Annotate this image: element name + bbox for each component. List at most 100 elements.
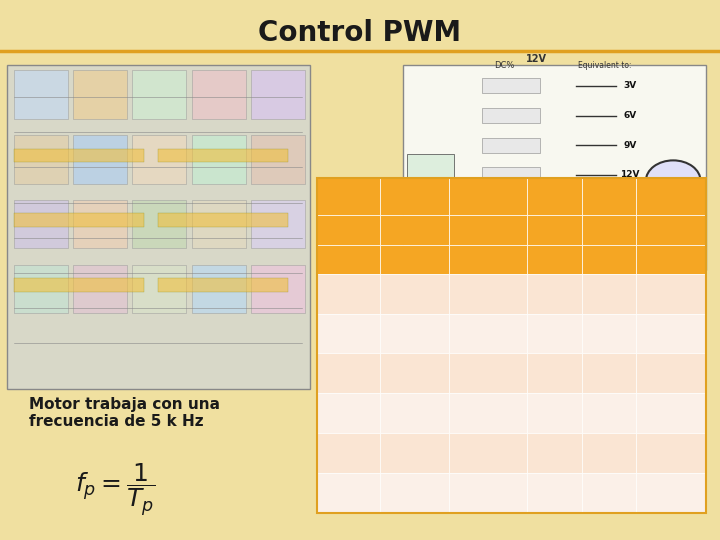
Text: $f_p = \dfrac{1}{T_p}$: $f_p = \dfrac{1}{T_p}$ [75, 462, 156, 518]
Bar [449, 433, 527, 473]
Bar [449, 178, 527, 215]
Bar [380, 245, 449, 274]
Text: Amp: Amp [595, 192, 623, 201]
Bar [251, 135, 305, 184]
Bar [527, 393, 582, 433]
Text: Volt: Volt [542, 192, 567, 201]
Bar [582, 473, 636, 513]
Text: % Duty: % Duty [649, 192, 693, 201]
Text: 20%: 20% [657, 367, 685, 380]
Bar [636, 215, 706, 245]
Bar [380, 178, 449, 215]
Bar [380, 314, 449, 353]
Bar [582, 178, 636, 215]
Text: 5k: 5k [341, 327, 356, 340]
Text: M: M [667, 176, 679, 186]
Text: 10: 10 [601, 407, 617, 420]
Bar [14, 265, 68, 313]
Bar [317, 353, 380, 393]
Bar [158, 148, 288, 162]
Bar [636, 433, 706, 473]
Text: 0%: 0% [661, 287, 681, 300]
Text: 0: 0 [550, 287, 558, 300]
Bar [582, 245, 636, 274]
Text: Pasos: Pasos [470, 192, 506, 201]
Bar [407, 154, 454, 178]
Text: 16: 16 [480, 487, 496, 500]
Text: segundos: segundos [390, 254, 440, 265]
Text: 50%: 50% [502, 111, 521, 120]
Text: 16: 16 [480, 327, 496, 340]
Text: PWM IN: PWM IN [416, 161, 445, 170]
Bar [380, 473, 449, 513]
Bar [582, 433, 636, 473]
Text: 0,0002: 0,0002 [392, 327, 436, 340]
Text: 0: 0 [605, 287, 613, 300]
Bar [251, 200, 305, 248]
Bar [449, 215, 527, 245]
Bar [449, 314, 527, 353]
Bar [380, 215, 449, 245]
Bar [636, 393, 706, 433]
Text: Control PWM: Control PWM [258, 19, 462, 47]
Bar [636, 314, 706, 353]
Text: 16: 16 [480, 447, 496, 460]
Text: 40%: 40% [657, 447, 685, 460]
Bar [317, 215, 380, 245]
Bar [73, 70, 127, 119]
Bar [380, 353, 449, 393]
Bar [14, 213, 144, 227]
Bar [317, 473, 380, 513]
Text: (T): (T) [405, 225, 423, 235]
Bar [403, 65, 706, 270]
Bar [158, 278, 288, 292]
Bar [636, 353, 706, 393]
Text: 25%: 25% [502, 82, 521, 90]
Text: 10: 10 [601, 367, 617, 380]
Bar [449, 245, 527, 274]
Bar [317, 178, 380, 215]
Bar [527, 353, 582, 393]
Bar [158, 213, 288, 227]
Text: Equivalent to:: Equivalent to: [578, 60, 631, 70]
Bar [380, 274, 449, 314]
Bar [14, 148, 144, 162]
Bar [482, 138, 540, 153]
Bar [14, 135, 68, 184]
Bar [251, 265, 305, 313]
Bar [636, 274, 706, 314]
Text: 16: 16 [480, 287, 496, 300]
Text: 0,0002: 0,0002 [392, 287, 436, 300]
Text: 0,0002: 0,0002 [392, 487, 436, 500]
Text: 4,2: 4,2 [544, 327, 564, 340]
Bar [73, 135, 127, 184]
Bar [527, 178, 582, 215]
Text: 100%: 100% [500, 171, 523, 179]
Bar [317, 393, 380, 433]
Text: 30%: 30% [657, 407, 685, 420]
Bar [7, 65, 310, 389]
Bar [582, 314, 636, 353]
Text: 5k: 5k [341, 367, 356, 380]
Bar [636, 245, 706, 274]
Text: por ciclo: por ciclo [462, 225, 515, 235]
Bar [132, 200, 186, 248]
Text: Periodo: Periodo [390, 192, 438, 201]
Bar [73, 265, 127, 313]
Text: 16: 16 [480, 407, 496, 420]
Text: DC%: DC% [494, 60, 514, 70]
Text: 10%: 10% [657, 327, 685, 340]
Text: Hz: Hz [342, 254, 355, 265]
Text: Cycle: Cycle [654, 225, 688, 235]
Bar [192, 70, 246, 119]
Bar [449, 274, 527, 314]
Bar [380, 393, 449, 433]
Bar [636, 178, 706, 215]
Text: 5k: 5k [341, 447, 356, 460]
Bar [317, 314, 380, 353]
Bar [582, 353, 636, 393]
Text: 12V: 12V [526, 54, 546, 64]
Bar [449, 473, 527, 513]
Bar [527, 314, 582, 353]
Text: 50%: 50% [657, 487, 685, 500]
